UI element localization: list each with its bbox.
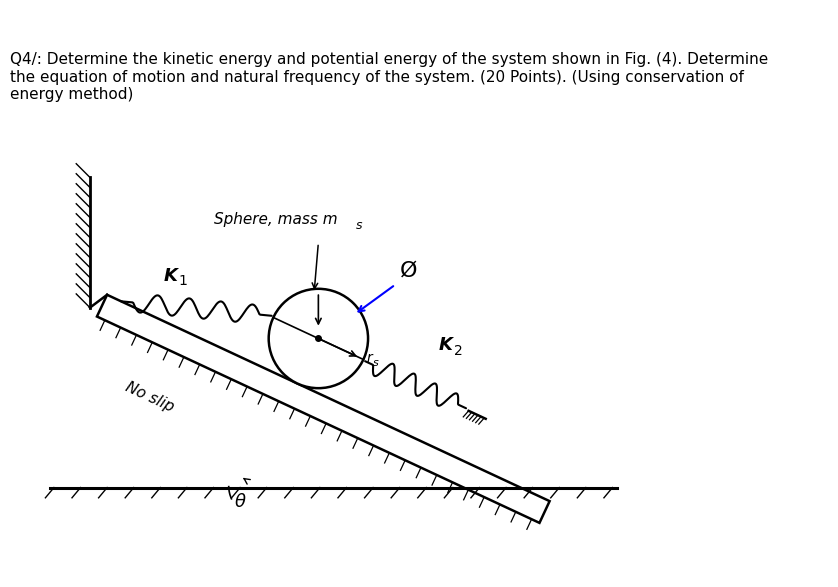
Text: K: K	[163, 267, 178, 285]
Circle shape	[269, 289, 368, 388]
Text: Ø: Ø	[400, 261, 417, 281]
Text: Q4/: Determine the kinetic energy and potential energy of the system shown in Fi: Q4/: Determine the kinetic energy and po…	[10, 52, 768, 102]
Text: 2: 2	[454, 344, 463, 357]
Text: K: K	[438, 336, 453, 355]
Polygon shape	[97, 295, 550, 523]
Text: No slip: No slip	[123, 380, 177, 416]
Text: Sphere, mass m: Sphere, mass m	[214, 212, 338, 227]
Text: r: r	[367, 351, 373, 365]
Text: 1: 1	[178, 274, 187, 288]
Text: s: s	[373, 358, 379, 368]
Text: θ: θ	[235, 493, 246, 511]
Text: s: s	[356, 220, 363, 232]
